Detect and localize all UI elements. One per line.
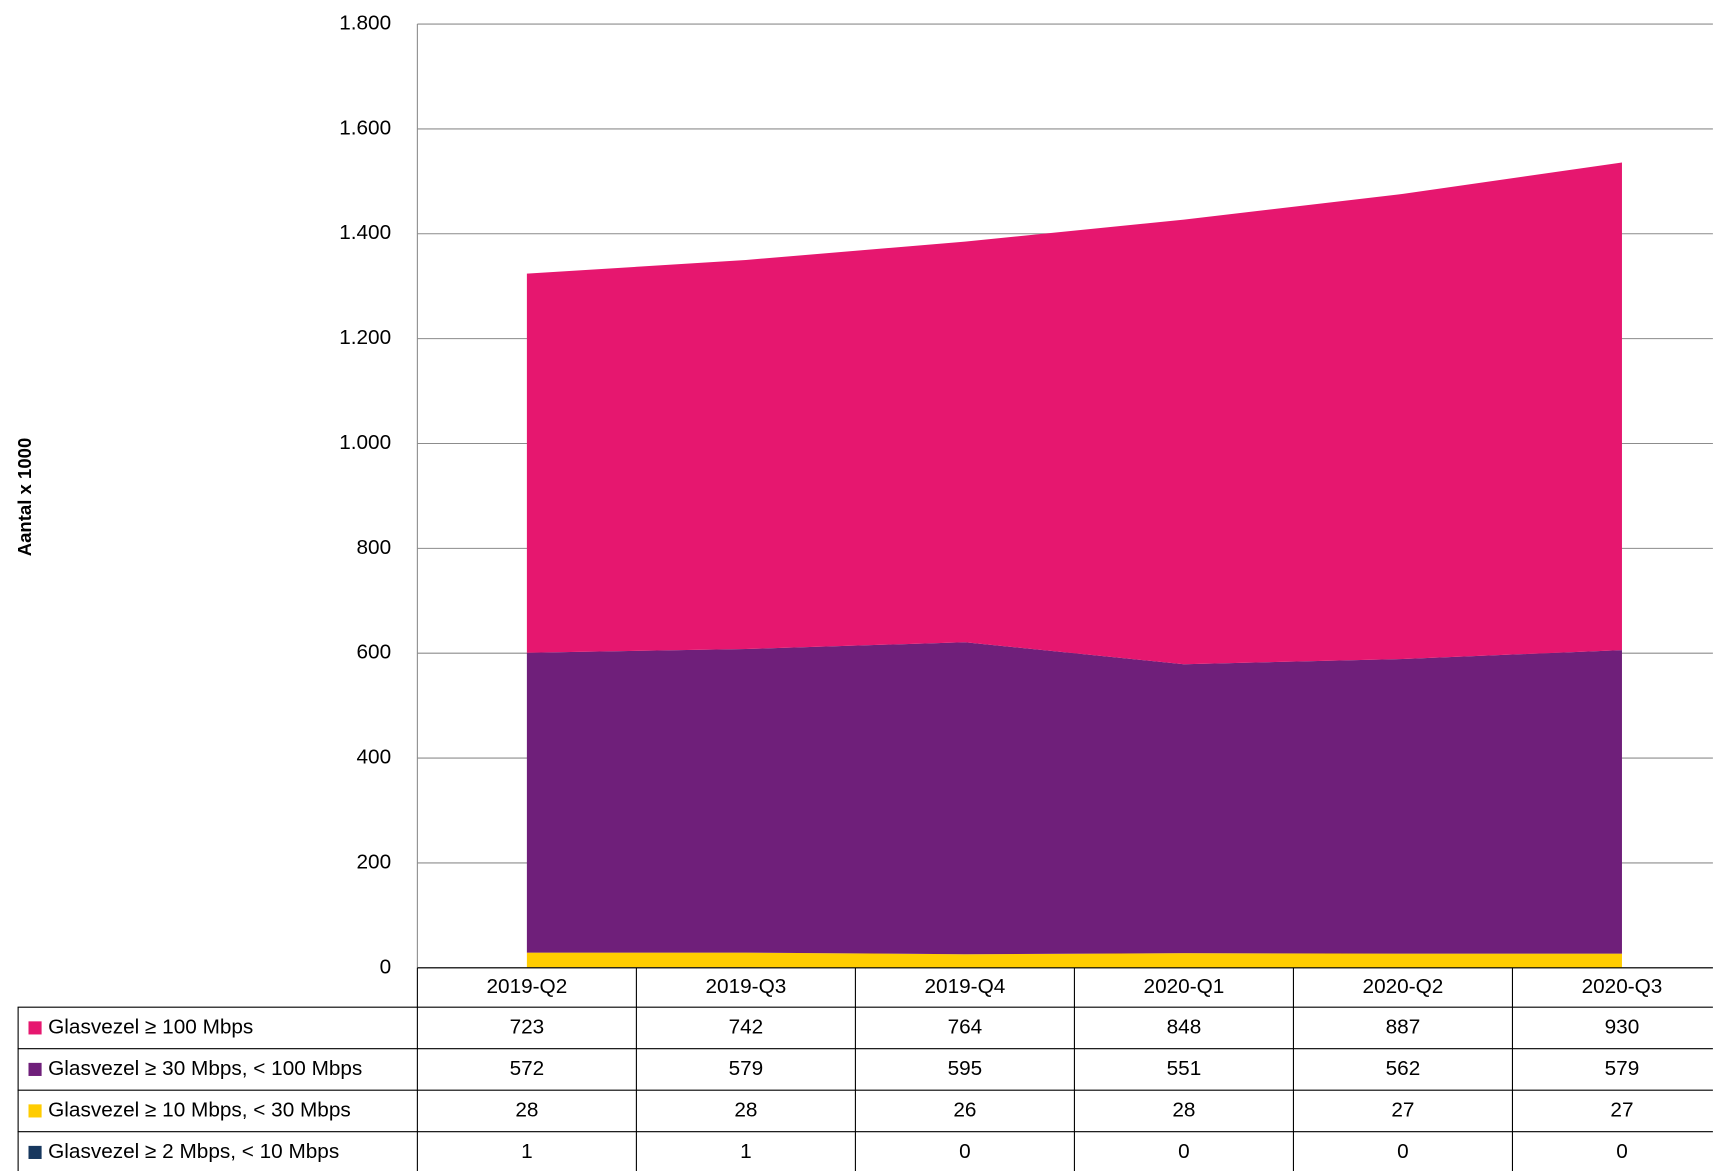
x-tick-label: 2019-Q4 xyxy=(925,975,1006,998)
legend-swatch xyxy=(28,1145,42,1159)
y-tick-label: 600 xyxy=(357,641,392,664)
table-value: 930 xyxy=(1605,1015,1640,1038)
legend-swatch xyxy=(28,1021,42,1035)
table-value: 1 xyxy=(740,1140,752,1163)
table-value: 562 xyxy=(1386,1057,1421,1080)
legend-swatch xyxy=(28,1104,42,1118)
legend-label: Glasvezel ≥ 2 Mbps, < 10 Mbps xyxy=(48,1140,339,1163)
y-tick-label: 1.800 xyxy=(339,12,391,35)
table-value: 764 xyxy=(948,1015,983,1038)
y-tick-label: 1.400 xyxy=(339,221,391,244)
table-value: 723 xyxy=(510,1015,545,1038)
area xyxy=(526,642,1622,955)
table-value: 26 xyxy=(953,1098,976,1121)
x-tick-label: 2020-Q3 xyxy=(1582,975,1663,998)
table-value: 742 xyxy=(729,1015,764,1038)
table-value: 0 xyxy=(1397,1140,1409,1163)
table-value: 572 xyxy=(510,1057,545,1080)
table-value: 848 xyxy=(1167,1015,1202,1038)
y-tick-label: 800 xyxy=(357,536,392,559)
table-value: 28 xyxy=(734,1098,757,1121)
table-value: 28 xyxy=(1172,1098,1195,1121)
legend-label: Glasvezel ≥ 10 Mbps, < 30 Mbps xyxy=(48,1098,351,1121)
table-value: 27 xyxy=(1610,1098,1633,1121)
legend-label: Glasvezel ≥ 100 Mbps xyxy=(48,1015,253,1038)
table-value: 887 xyxy=(1386,1015,1421,1038)
y-tick-label: 200 xyxy=(357,850,392,873)
x-tick-label: 2020-Q1 xyxy=(1144,975,1225,998)
y-tick-label: 1.200 xyxy=(339,326,391,349)
y-tick-label: 400 xyxy=(357,746,392,769)
legend-label: Glasvezel ≥ 30 Mbps, < 100 Mbps xyxy=(48,1057,362,1080)
y-axis-label: Aantal x 1000 xyxy=(14,438,35,557)
table-value: 579 xyxy=(729,1057,764,1080)
area xyxy=(526,952,1622,968)
y-tick-label: 1.000 xyxy=(339,431,391,454)
table-value: 0 xyxy=(1178,1140,1190,1163)
y-tick-label: 0 xyxy=(380,955,392,978)
table-value: 27 xyxy=(1391,1098,1414,1121)
table-value: 0 xyxy=(959,1140,971,1163)
y-tick-label: 1.600 xyxy=(339,116,391,139)
area xyxy=(526,162,1622,665)
x-tick-label: 2019-Q3 xyxy=(706,975,787,998)
table-value: 0 xyxy=(1616,1140,1628,1163)
table-value: 1 xyxy=(521,1140,533,1163)
x-tick-label: 2020-Q2 xyxy=(1363,975,1444,998)
legend-swatch xyxy=(28,1062,42,1076)
x-tick-label: 2019-Q2 xyxy=(487,975,568,998)
table-value: 551 xyxy=(1167,1057,1202,1080)
table-value: 28 xyxy=(515,1098,538,1121)
table-value: 579 xyxy=(1605,1057,1640,1080)
table-value: 595 xyxy=(948,1057,983,1080)
